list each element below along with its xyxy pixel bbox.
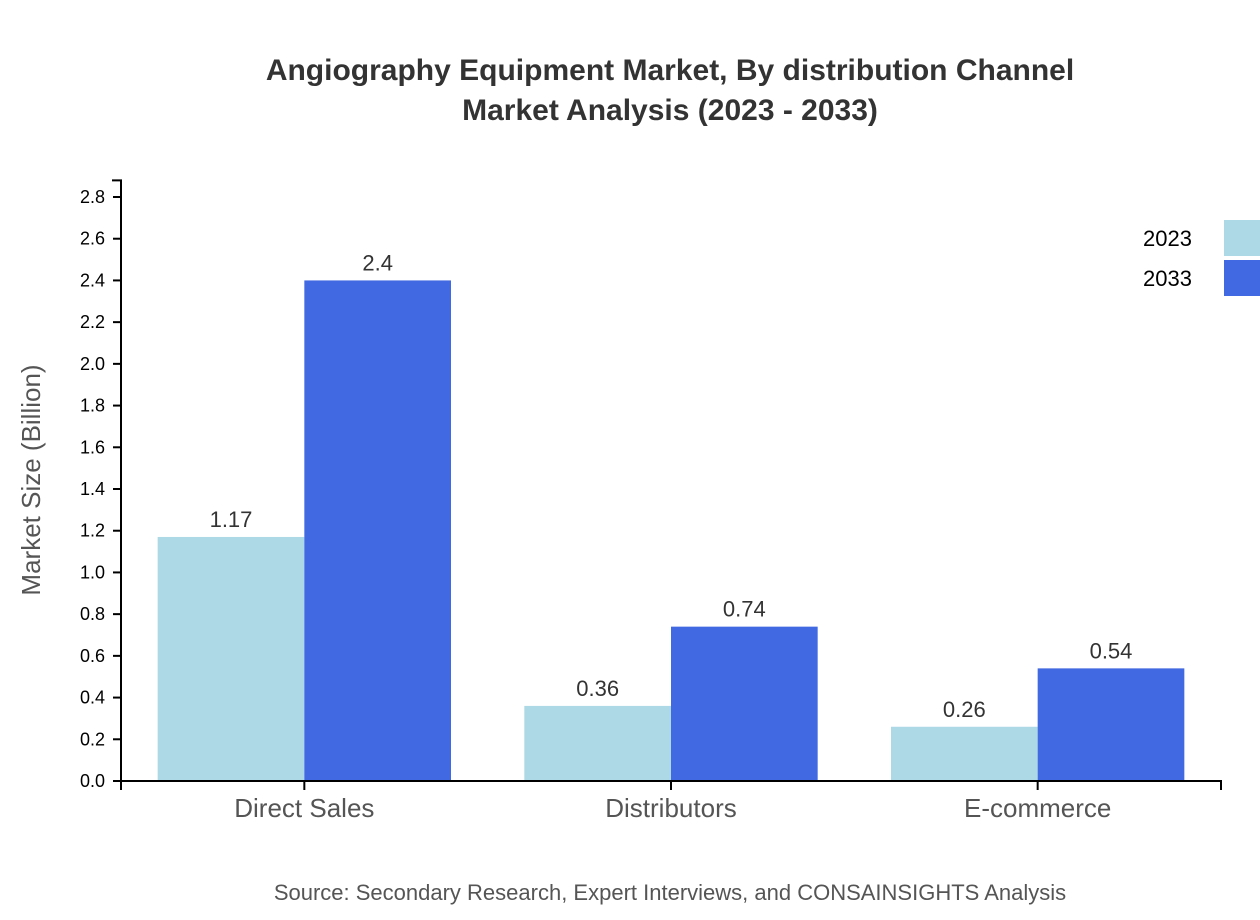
y-tick-label: 0.4 (80, 688, 105, 708)
bar-2023-0 (157, 536, 305, 781)
y-tick-label: 0.0 (80, 771, 105, 791)
bar-2033-2 (1037, 668, 1185, 781)
y-tick-label: 2.2 (80, 312, 105, 332)
data-label: 0.36 (576, 676, 619, 701)
bar-2033-1 (671, 626, 818, 781)
y-tick-label: 0.6 (80, 646, 105, 666)
legend-label: 2033 (1143, 266, 1192, 291)
y-tick-label: 1.4 (80, 479, 105, 499)
axes-group: Direct Sales Distributors E-commerce 0.0 0.2… (80, 179, 1222, 823)
chart-title-line-2: Market Analysis (2023 - 2033) (462, 94, 878, 127)
bar-2033-0 (304, 280, 451, 781)
y-tick-label: 0.8 (80, 604, 105, 624)
data-label: 1.17 (210, 507, 253, 532)
y-tick-label: 2.4 (80, 270, 105, 290)
bar-2023-2 (891, 726, 1038, 781)
x-tick-label: Distributors (605, 793, 736, 823)
y-tick-label: 1.8 (80, 396, 105, 416)
chart-title-line-1: Angiography Equipment Market, By distrib… (266, 54, 1074, 87)
data-label: 2.4 (362, 250, 393, 275)
y-axis-label: Market Size (Billion) (16, 364, 46, 595)
legend-label: 2023 (1143, 226, 1192, 251)
source-note: Source: Secondary Research, Expert Inter… (274, 880, 1066, 905)
y-tick-label: 1.2 (80, 521, 105, 541)
x-tick-label: Direct Sales (234, 793, 374, 823)
bars-group: 1.17 2.4 0.36 0.74 0.26 0.54 (157, 250, 1185, 781)
y-tick-label: 1.6 (80, 437, 105, 457)
data-label: 0.26 (943, 697, 986, 722)
legend-swatch-2023 (1224, 220, 1260, 256)
y-tick-label: 2.6 (80, 229, 105, 249)
y-tick-label: 2.8 (80, 187, 105, 207)
x-tick-label: E-commerce (964, 793, 1111, 823)
data-label: 0.74 (723, 597, 766, 622)
y-tick-label: 2.0 (80, 354, 105, 374)
data-label: 0.54 (1090, 638, 1133, 663)
legend: 2023 2033 (1143, 220, 1260, 296)
y-tick-label: 1.0 (80, 562, 105, 582)
bar-2023-1 (524, 705, 671, 781)
y-tick-label: 0.2 (80, 729, 105, 749)
legend-swatch-2033 (1224, 260, 1260, 296)
